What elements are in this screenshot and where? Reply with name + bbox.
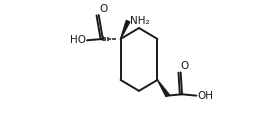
Polygon shape <box>121 20 130 39</box>
Text: HO: HO <box>70 35 86 45</box>
Polygon shape <box>157 80 169 97</box>
Text: O: O <box>99 4 108 14</box>
Text: O: O <box>180 61 188 71</box>
Text: OH: OH <box>197 91 213 101</box>
Text: NH₂: NH₂ <box>130 15 149 26</box>
